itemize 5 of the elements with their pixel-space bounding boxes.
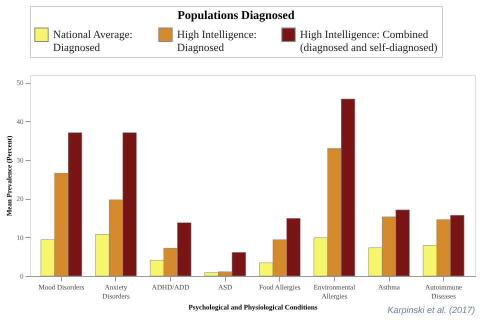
legend-title: Populations Diagnosed (177, 8, 295, 22)
text: Karpinski et al. (2017) (387, 305, 475, 315)
legend-label: High Intelligence: Diagnosed (177, 28, 257, 54)
legend-label: High Intelligence: Combined (diagnosed and self-diagnosed) (300, 28, 438, 54)
legend-label: National Average: Diagnosed (53, 28, 133, 54)
